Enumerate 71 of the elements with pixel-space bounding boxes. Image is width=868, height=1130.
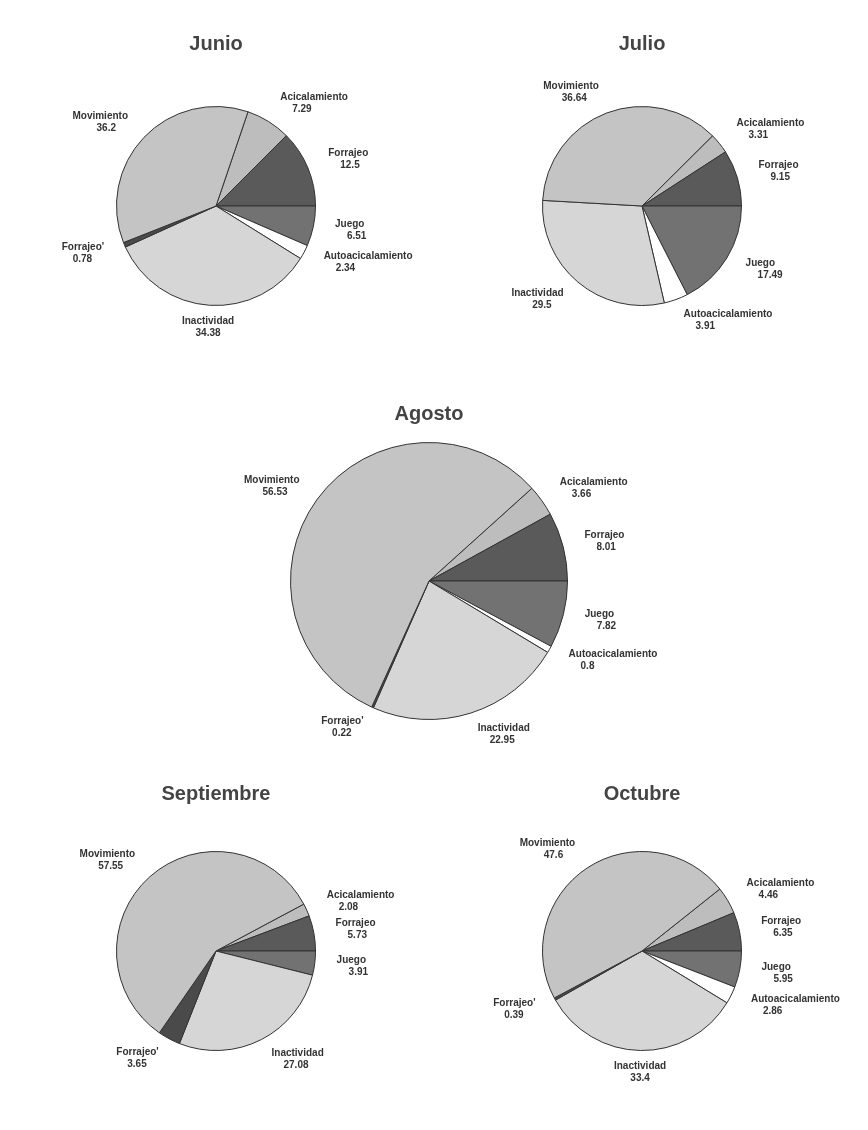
data-label: 22.95	[489, 733, 516, 745]
chart-title: Junio	[189, 31, 243, 54]
slice-label: Juego	[334, 218, 365, 230]
data-label: 0.22	[332, 727, 352, 739]
slice-label: Movimiento	[543, 80, 599, 92]
data-label: 7.82	[596, 619, 617, 631]
data-label: 8.01	[596, 540, 617, 552]
slice-label: Movimiento	[243, 473, 300, 485]
slice-label: Forrajeo'	[61, 241, 105, 253]
slice-label: Inactividad	[511, 286, 564, 298]
data-label: 0.78	[72, 253, 93, 265]
data-label: 57.55	[98, 860, 124, 872]
chart-title: Julio	[618, 31, 666, 54]
slice-label: Movimiento	[79, 848, 136, 860]
slice-label: Inactividad	[613, 1060, 667, 1072]
data-label: 33.4	[630, 1072, 651, 1084]
data-label: 6.35	[773, 926, 794, 938]
slice-label: Movimiento	[72, 109, 129, 121]
slice-label: Acicalamiento	[736, 117, 805, 129]
slice-label: Forrajeo	[761, 914, 802, 926]
data-label: 2.86	[762, 1004, 783, 1016]
slice-label: Forrajeo	[758, 159, 799, 171]
slice-label: Acicalamiento	[280, 90, 348, 102]
slice-label: Forrajeo	[328, 147, 369, 159]
data-label: 56.53	[262, 485, 288, 497]
data-label: 4.46	[758, 888, 779, 900]
slice-label: Forrajeo'	[116, 1045, 159, 1057]
data-label: 3.91	[348, 965, 369, 977]
data-label: 12.5	[340, 159, 361, 171]
data-label: 0.39	[504, 1009, 525, 1021]
slice-label: Autoacicalamiento	[683, 307, 773, 319]
data-label: 3.91	[695, 319, 716, 331]
data-label: 17.49	[757, 269, 784, 281]
data-label: 27.08	[283, 1058, 309, 1070]
slice-label: Juego	[761, 961, 791, 973]
data-label: 34.38	[195, 326, 222, 338]
slice-label: Forrajeo	[335, 917, 376, 928]
data-label: 0.8	[580, 660, 595, 672]
data-label: 29.5	[532, 298, 553, 310]
chart-title: Octubre	[603, 781, 681, 804]
data-label: 2.34	[335, 262, 356, 274]
slice-label: Acicalamiento	[746, 876, 815, 888]
chart-title: Septiembre	[161, 781, 271, 804]
slice-label: Forrajeo'	[493, 997, 536, 1009]
data-label: 36.2	[96, 121, 117, 133]
slice-label: Autoacicalamiento	[750, 992, 840, 1004]
data-label: 9.15	[770, 171, 791, 183]
slice-label: Inactividad	[271, 1046, 324, 1058]
data-label: 5.95	[773, 973, 794, 985]
data-label: 5.73	[347, 929, 368, 940]
slice-label: Forrajeo	[584, 528, 625, 540]
data-label: 7.29	[292, 102, 313, 114]
slice-label: Autoacicalamiento	[568, 648, 658, 660]
data-label: 6.51	[346, 230, 367, 242]
slice-label: Inactividad	[181, 314, 235, 326]
slice-label: Forrajeo'	[321, 715, 364, 727]
slice-label: Inactividad	[477, 721, 530, 733]
data-label: 36.64	[561, 92, 588, 104]
slice-label: Acicalamiento	[559, 475, 628, 487]
slice-label: Juego	[336, 953, 367, 965]
slice-label: Juego	[745, 257, 776, 269]
slice-label: Autoacicalamiento	[323, 250, 413, 262]
data-label: 3.65	[127, 1057, 148, 1069]
slice-label: Juego	[584, 607, 615, 619]
data-label: 3.31	[748, 129, 769, 141]
data-label: 47.6	[543, 849, 564, 861]
data-label: 3.66	[571, 487, 592, 499]
slice-label: Movimiento	[519, 837, 576, 849]
data-label: 2.08	[338, 900, 359, 912]
slice-label: Acicalamiento	[326, 888, 395, 900]
chart-title: Agosto	[394, 401, 464, 424]
